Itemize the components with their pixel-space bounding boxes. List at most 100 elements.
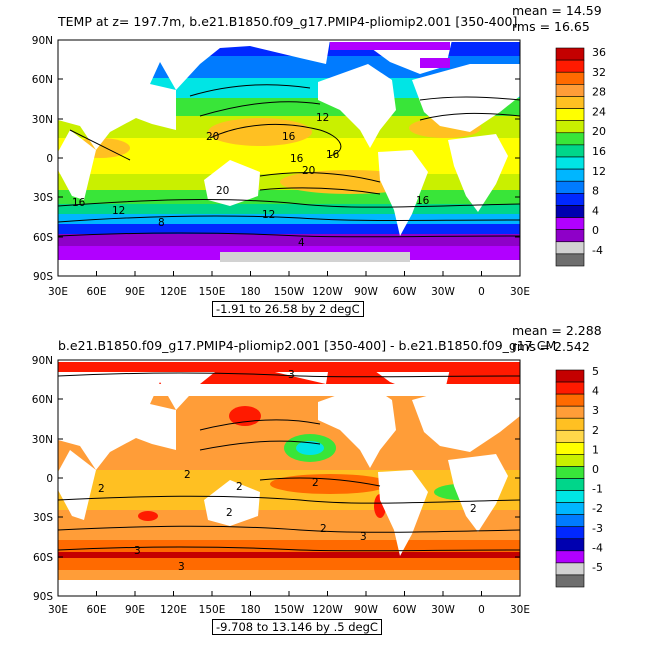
colorbar: 36 32 28 24 20 16 12 8 4 0 -4 [555,46,606,267]
contour-label: 12 [316,112,329,124]
colorbar-swatch [555,241,585,255]
colorbar-swatch [555,253,585,267]
lon-label: 90E [125,286,145,298]
lat-label: 60N [32,394,53,406]
lon-axis: 30E 60E 90E 120E 150E 180 150W 120W 90W … [48,591,530,616]
colorbar-label: -3 [592,522,603,535]
colorbar-label: -4 [592,541,603,554]
temperature-difference-map: 3 2 2 2 2 2 2 3 2 3 3 90N 60N 30N 0 30S … [32,355,603,616]
contour-label: 3 [288,369,295,381]
colorbar-swatch [555,405,585,419]
colorbar-label: -1 [592,483,603,496]
colorbar-label: 16 [592,145,606,158]
contour-label: 3 [360,531,367,543]
colorbar-label: 36 [592,46,606,59]
lat-label: 30S [33,192,53,204]
lat-label: 90N [32,355,53,367]
contour-label: 2 [226,507,233,519]
lon-label: 150W [274,604,305,616]
contour-label: 2 [312,477,319,489]
contour-label: 12 [262,209,275,221]
lat-label: 0 [46,473,53,485]
colorbar-swatch [555,538,585,552]
colorbar-swatch [555,47,585,61]
contour-label: 2 [184,469,191,481]
colorbar: 5 4 3 2 1 0 -1 -2 -3 -4 -5 [555,365,603,588]
contour-label: 4 [298,237,305,249]
lat-label: 30S [33,512,53,524]
lon-label: 90W [354,286,378,298]
contour-range-label: -9.708 to 13.146 by .5 degC [212,619,382,635]
colorbar-swatch [555,562,585,576]
contour-label: 20 [206,131,219,143]
colorbar-swatch [555,502,585,515]
contour-label: 8 [158,217,165,229]
lon-label: 60W [393,604,417,616]
lat-label: 90N [32,35,53,47]
lon-label: 180 [240,286,260,298]
colorbar-swatch [555,381,585,395]
lon-label: 30W [431,286,455,298]
lon-label: 150E [199,604,226,616]
colorbar-swatch [555,180,585,194]
colorbar-label: 28 [592,86,606,99]
lat-label: 90S [33,271,53,283]
colorbar-swatch [555,229,585,243]
lon-label: 150E [199,286,226,298]
colorbar-label: 12 [592,165,606,178]
lon-label: 90W [354,604,378,616]
contour-label: 20 [216,185,229,197]
colorbar-swatch [555,393,585,407]
colorbar-label: 1 [592,443,599,456]
colorbar-swatch [555,514,585,528]
lon-label: 30E [48,286,68,298]
lon-label: 120W [312,286,343,298]
colorbar-swatch [555,526,585,540]
mean-label: mean = 14.59 [512,3,602,18]
lon-label: 120W [312,604,343,616]
lon-label: 150W [274,286,305,298]
colorbar-swatch [555,156,585,170]
colorbar-label: -2 [592,502,603,515]
colorbar-swatch [555,120,585,134]
panel-title: TEMP at z= 197.7m, b.e21.B1850.f09_g17.P… [58,14,518,29]
colorbar-label: 3 [592,404,599,417]
contour-label: 2 [320,523,327,535]
contour-label: 16 [72,197,86,209]
lon-label: 30E [510,604,530,616]
colorbar-label: 8 [592,185,599,198]
contour-label: 3 [134,545,141,557]
rms-label: rms = 2.542 [512,339,590,354]
panel-temperature: TEMP at z= 197.7m, b.e21.B1850.f09_g17.P… [0,0,647,318]
lon-label: 0 [478,604,485,616]
colorbar-swatch [555,429,585,443]
contour-label: 12 [112,205,125,217]
lon-label: 120E [160,286,187,298]
colorbar-swatch [555,217,585,230]
colorbar-swatch [555,490,585,503]
colorbar-label: -5 [592,561,603,574]
lon-label: 60E [87,286,107,298]
colorbar-swatch [555,144,585,158]
colorbar-swatch [555,478,585,491]
colorbar-swatch [555,417,585,431]
lon-label: 30E [510,286,530,298]
lon-label: 30W [431,604,455,616]
colorbar-label: 4 [592,204,599,217]
temperature-map: 12 20 16 16 20 16 20 12 8 16 12 4 16 90N… [32,35,606,298]
rms-label: rms = 16.65 [512,19,590,34]
contour-label: 2 [470,503,477,515]
colorbar-swatch [555,550,585,564]
lon-label: 60W [393,286,417,298]
contour-range-label: -1.91 to 26.58 by 2 degC [212,301,364,317]
contour-label: 20 [302,165,315,177]
mean-label: mean = 2.288 [512,323,602,338]
colorbar-label: 2 [592,424,599,437]
lon-label: 60E [87,604,107,616]
contour-label: 2 [236,481,243,493]
lat-label: 30N [32,114,53,126]
colorbar-swatch [555,205,585,218]
lat-label: 30N [32,434,53,446]
panel-temperature-difference: b.e21.B1850.f09_g17.PMIP4-pliomip2.001 [… [0,320,647,647]
colorbar-label: 20 [592,125,606,138]
